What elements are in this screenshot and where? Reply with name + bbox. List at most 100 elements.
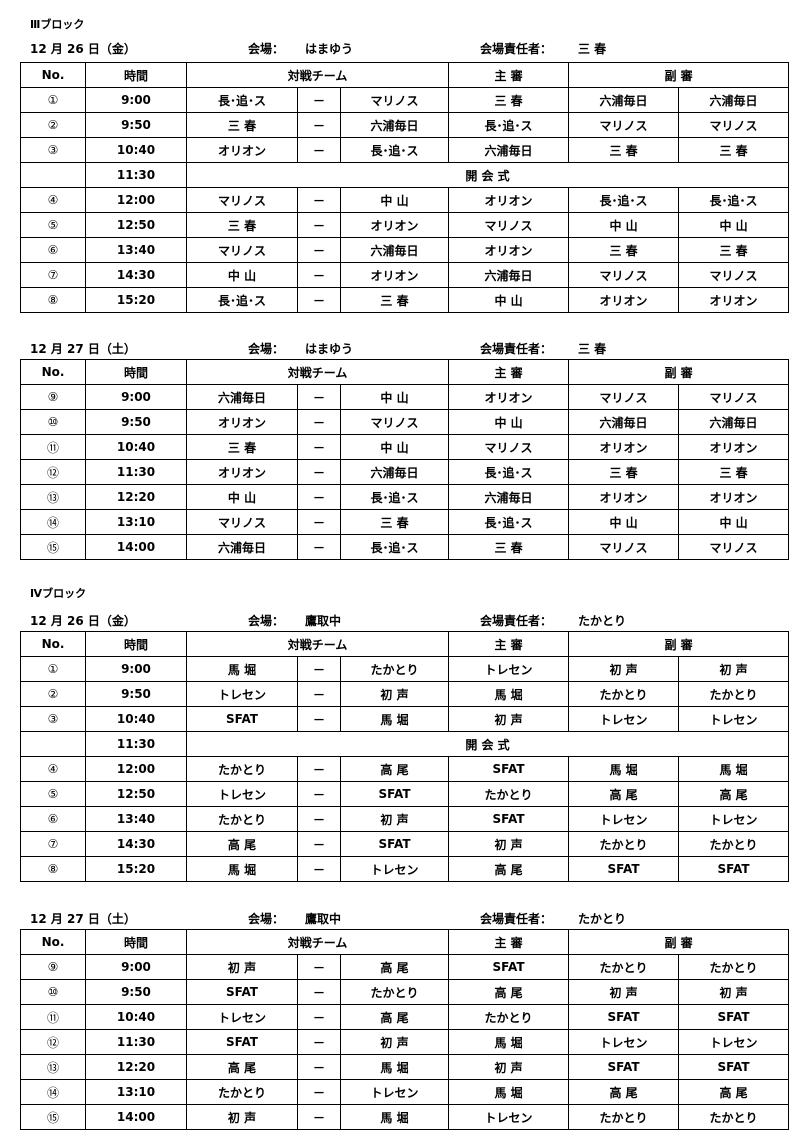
- match-time: 9:50: [85, 979, 187, 1005]
- match-number: ④: [20, 187, 86, 213]
- away-team: マリノス: [339, 87, 450, 113]
- match-time: 9:50: [85, 681, 187, 707]
- home-team: 長･追･ス: [186, 287, 298, 313]
- main-referee: 初 声: [448, 706, 570, 732]
- header-no: No.: [20, 359, 86, 385]
- main-referee: 馬 堀: [448, 1079, 570, 1105]
- main-referee: 長･追･ス: [448, 459, 570, 485]
- table-row: ⑥ 13:40 マリノス－六浦毎日 オリオン三 春三 春: [20, 237, 790, 263]
- match-number: ⑦: [20, 831, 86, 857]
- match-time: 11:30: [85, 162, 187, 188]
- match-time: 14:30: [85, 262, 187, 288]
- table-row: ⑭ 13:10 マリノス－三 春長･追･ス中 山中 山: [20, 509, 790, 535]
- versus-dash: －: [297, 856, 341, 882]
- home-team: マリノス: [186, 509, 298, 535]
- versus-dash: －: [297, 187, 341, 213]
- table-row: ⑦ 14:30 高 尾－ SFAT 初 声たかとり たかとり: [20, 831, 790, 857]
- sub-referee-2: トレセン: [678, 1029, 790, 1055]
- table-row: ⑥ 13:40 たかとり－初 声 SFAT トレセン トレセン: [20, 806, 790, 832]
- header-sub_ref: 副 審: [568, 62, 790, 88]
- match-number: ⑤: [20, 781, 86, 807]
- match-time: 12:50: [85, 212, 187, 238]
- main-referee: 長･追･ス: [448, 112, 570, 138]
- sub-referee-1: 六浦毎日: [568, 409, 680, 435]
- versus-dash: －: [297, 237, 341, 263]
- header-main_ref: 主 審: [448, 359, 570, 385]
- table-row: ⑪ 10:40 トレセン－高 尾たかとり SFAT SFAT: [20, 1004, 790, 1030]
- sub-referee-1: マリノス: [568, 534, 680, 560]
- sub-referee-2: 三 春: [678, 459, 790, 485]
- match-time: 11:30: [85, 459, 187, 485]
- sub-referee-1: トレセン: [568, 1029, 680, 1055]
- away-team: 長･追･ス: [339, 137, 450, 163]
- schedule-table: No. 時間 対戦チーム主 審副 審 ⑨ 9:00 六浦毎日－中 山オリオン マリノス マリノ…: [20, 359, 790, 560]
- header-row: No. 時間 対戦チーム主 審副 審: [20, 631, 790, 657]
- sub-referee-1: 高 尾: [568, 1079, 680, 1105]
- date-line: 12 月 26 日（金） 会場： 鷹取中 会場責任者： たかとり: [30, 612, 790, 628]
- header-time: 時間: [85, 62, 187, 88]
- table-row: ⑪ 10:40 三 春－中 山マリノス オリオン オリオン: [20, 434, 790, 460]
- table-row: ⑫ 11:30 SFAT －初 声馬 堀トレセン トレセン: [20, 1029, 790, 1055]
- versus-dash: －: [297, 831, 341, 857]
- away-team: 高 尾: [339, 954, 450, 980]
- sub-referee-1: 三 春: [568, 137, 680, 163]
- sub-referee-2: 三 春: [678, 137, 790, 163]
- main-referee: SFAT: [448, 756, 570, 782]
- sub-referee-2: 中 山: [678, 212, 790, 238]
- match-number: ⑮: [20, 1104, 86, 1130]
- manager-name: たかとり: [578, 614, 627, 628]
- away-team: 馬 堀: [339, 1104, 450, 1130]
- match-number: ⑬: [20, 1054, 86, 1080]
- block-title: Ⅲブロック: [30, 18, 85, 31]
- home-team: 六浦毎日: [186, 534, 298, 560]
- home-team: 高 尾: [186, 831, 298, 857]
- match-number: ④: [20, 756, 86, 782]
- away-team: 三 春: [339, 509, 450, 535]
- match-number: ⑪: [20, 1004, 86, 1030]
- match-time: 12:00: [85, 187, 187, 213]
- match-number: ⑨: [20, 384, 86, 410]
- sub-referee-1: たかとり: [568, 831, 680, 857]
- home-team: 三 春: [186, 112, 298, 138]
- table-row: 11:30 開 会 式: [20, 162, 790, 188]
- away-team: 中 山: [339, 434, 450, 460]
- header-no: No.: [20, 929, 86, 955]
- away-team: オリオン: [339, 262, 450, 288]
- main-referee: 高 尾: [448, 979, 570, 1005]
- away-team: たかとり: [339, 979, 450, 1005]
- versus-dash: －: [297, 434, 341, 460]
- header-sub_ref: 副 審: [568, 631, 790, 657]
- match-number: ③: [20, 706, 86, 732]
- header-time: 時間: [85, 929, 187, 955]
- match-time: 14:00: [85, 1104, 187, 1130]
- header-row: No. 時間 対戦チーム主 審副 審: [20, 62, 790, 88]
- away-team: 長･追･ス: [339, 534, 450, 560]
- sub-referee-2: SFAT: [678, 1054, 790, 1080]
- away-team: SFAT: [339, 831, 450, 857]
- sub-referee-1: オリオン: [568, 287, 680, 313]
- sub-referee-1: 高 尾: [568, 781, 680, 807]
- sub-referee-1: 初 声: [568, 979, 680, 1005]
- home-team: たかとり: [186, 806, 298, 832]
- versus-dash: －: [297, 781, 341, 807]
- venue-label: 会場：: [248, 42, 285, 56]
- home-team: 中 山: [186, 484, 298, 510]
- main-referee: SFAT: [448, 954, 570, 980]
- manager-name: 三 春: [578, 342, 607, 356]
- match-number: ⑪: [20, 434, 86, 460]
- sub-referee-1: たかとり: [568, 1104, 680, 1130]
- main-referee: 六浦毎日: [448, 137, 570, 163]
- table-row: ⑩ 9:50 SFAT －たかとり高 尾初 声初 声: [20, 979, 790, 1005]
- main-referee: マリノス: [448, 434, 570, 460]
- match-time: 14:00: [85, 534, 187, 560]
- main-referee: マリノス: [448, 212, 570, 238]
- home-team: 馬 堀: [186, 856, 298, 882]
- sub-referee-2: 初 声: [678, 979, 790, 1005]
- home-team: トレセン: [186, 681, 298, 707]
- sub-referee-1: 三 春: [568, 237, 680, 263]
- main-referee: オリオン: [448, 237, 570, 263]
- table-row: ⑨ 9:00 初 声－高 尾 SFAT たかとり たかとり: [20, 954, 790, 980]
- header-main_ref: 主 審: [448, 631, 570, 657]
- versus-dash: －: [297, 706, 341, 732]
- match-time: 12:20: [85, 484, 187, 510]
